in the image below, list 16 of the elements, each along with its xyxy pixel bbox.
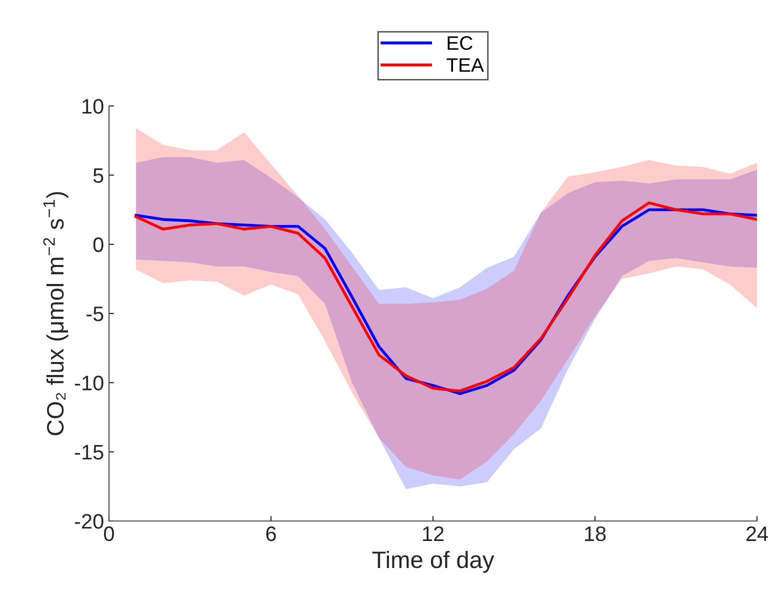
y-tick-label: 5 — [93, 168, 104, 183]
y-tick-label: -15 — [74, 445, 104, 460]
y-tick-label: -20 — [74, 514, 104, 529]
y-tick-label: 10 — [82, 99, 104, 114]
x-tick-label: 24 — [746, 526, 768, 541]
x-tick-label: 12 — [423, 526, 444, 541]
x-tick-label: 0 — [104, 526, 114, 542]
x-tick-label: 18 — [585, 526, 606, 542]
y-tick-label: -5 — [86, 306, 104, 322]
y-tick-label: -10 — [74, 376, 104, 390]
legend-label: EC — [448, 36, 472, 50]
y-tick-label: 0 — [93, 237, 104, 252]
x-tick-label: 6 — [266, 526, 276, 542]
y-axis-title: CO₂ flux (μmol m$^{−2}$ s$^{−1}$) — [43, 192, 68, 436]
legend-label: TEA — [446, 58, 484, 72]
x-axis-title: Time of day — [372, 550, 494, 573]
